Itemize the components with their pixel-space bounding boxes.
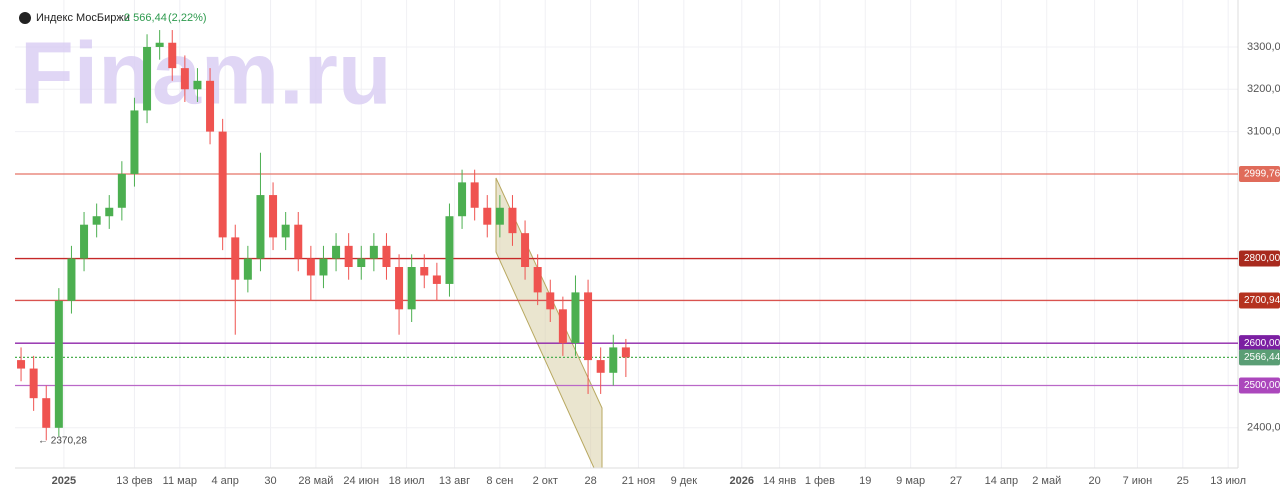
x-tick-label: 27 <box>950 475 962 487</box>
candle-body <box>218 131 227 238</box>
candle-body <box>243 258 252 280</box>
x-tick-label: 13 июл <box>1210 475 1246 487</box>
x-tick-label: 8 сен <box>486 475 513 487</box>
candle-body <box>382 245 391 268</box>
x-tick-label: 9 дек <box>671 475 698 487</box>
annotation: ← 2370,28 <box>38 436 87 447</box>
candle-body <box>458 182 467 217</box>
level-label: 2500,00 <box>1244 380 1280 391</box>
chart-title: Индекс МосБиржи <box>36 12 130 24</box>
candle-body <box>105 207 114 217</box>
level-box <box>1239 335 1280 352</box>
candle-body <box>621 347 630 358</box>
candle-body <box>584 292 593 361</box>
candle-body <box>180 68 189 90</box>
x-tick-label: 2 май <box>1032 475 1061 487</box>
x-tick-label: 4 апр <box>211 475 238 487</box>
x-tick-label: 30 <box>264 475 276 487</box>
level-box <box>1239 250 1280 267</box>
candle-body <box>17 360 26 369</box>
x-tick-label: 14 апр <box>985 475 1018 487</box>
x-tick-label: 19 <box>859 475 871 487</box>
y-tick-label: 2400,00 <box>1247 422 1280 434</box>
candle-body <box>281 224 290 238</box>
x-tick-label: 24 июн <box>343 475 379 487</box>
x-tick-label: 2 окт <box>533 475 558 487</box>
candle-body <box>231 237 240 280</box>
level-box <box>1239 292 1280 309</box>
candle-body <box>206 80 215 132</box>
candle-body <box>332 245 341 259</box>
candle-body <box>80 224 89 259</box>
x-tick-label: 9 мар <box>896 475 925 487</box>
candle-body <box>54 300 63 428</box>
candle-body <box>306 258 315 276</box>
candle-body <box>483 207 492 225</box>
level-box <box>1239 377 1280 394</box>
candle-body <box>319 258 328 276</box>
level-box <box>1239 166 1280 183</box>
candle-body <box>344 245 353 268</box>
candle-body <box>470 182 479 208</box>
candle-body <box>533 267 542 293</box>
candle-body <box>193 80 202 90</box>
level-label: 2999,76 <box>1244 169 1280 180</box>
x-tick-label: 1 фев <box>805 475 835 487</box>
x-tick-label: 28 <box>584 475 596 487</box>
grid <box>15 0 1238 468</box>
level-label: 2700,94 <box>1244 295 1280 306</box>
x-tick-label: 20 <box>1088 475 1100 487</box>
x-tick-label: 21 ноя <box>622 475 655 487</box>
candle-body <box>117 173 126 208</box>
y-tick-label: 3100,00 <box>1247 126 1280 138</box>
candle-body <box>420 267 429 276</box>
x-tick-label: 18 июл <box>389 475 425 487</box>
watermark: Finam.ru <box>20 23 392 122</box>
x-tick-label: 25 <box>1177 475 1189 487</box>
candle-body <box>546 292 555 310</box>
candle-body <box>168 42 177 69</box>
candle-body <box>143 46 152 111</box>
candle-body <box>155 42 164 47</box>
x-tick-label: 28 май <box>298 475 333 487</box>
y-tick-label: 3300,00 <box>1247 41 1280 53</box>
candle-body <box>369 245 378 259</box>
x-tick-label: 11 мар <box>163 475 197 487</box>
candle-body <box>495 207 504 225</box>
candle-body <box>294 224 303 259</box>
candle-body <box>558 309 567 344</box>
last-price: 2 566,44 <box>124 12 167 24</box>
candle-body <box>29 368 38 399</box>
candle-body <box>357 258 366 268</box>
level-label: 2600,00 <box>1244 338 1280 349</box>
candle-body <box>67 258 76 301</box>
candle-body <box>407 267 416 310</box>
candle-body <box>609 347 618 373</box>
y-tick-label: 3200,00 <box>1247 83 1280 95</box>
candle-body <box>42 398 51 428</box>
logo <box>19 12 31 24</box>
level-label: 2800,00 <box>1244 253 1280 264</box>
candle-body <box>508 207 517 234</box>
x-tick-label: 14 янв <box>763 475 796 487</box>
x-tick-label: 13 фев <box>116 475 152 487</box>
change: (2,22%) <box>168 12 207 24</box>
candle-body <box>256 195 265 259</box>
candle-body <box>596 360 605 373</box>
level-box <box>1239 349 1280 366</box>
x-tick-label: 2025 <box>52 475 76 487</box>
candle-body <box>92 216 101 225</box>
x-tick-label: 13 авг <box>439 475 470 487</box>
candle-body <box>445 216 454 284</box>
candle-body <box>521 233 530 268</box>
level-label: 2566,44 <box>1244 352 1280 363</box>
candle-body <box>269 195 278 238</box>
candle-body <box>395 267 404 310</box>
x-tick-label: 7 июн <box>1123 475 1153 487</box>
x-tick-label: 2026 <box>730 475 754 487</box>
candle-body <box>432 275 441 284</box>
candle-body <box>571 292 580 344</box>
candle-body <box>130 110 139 174</box>
